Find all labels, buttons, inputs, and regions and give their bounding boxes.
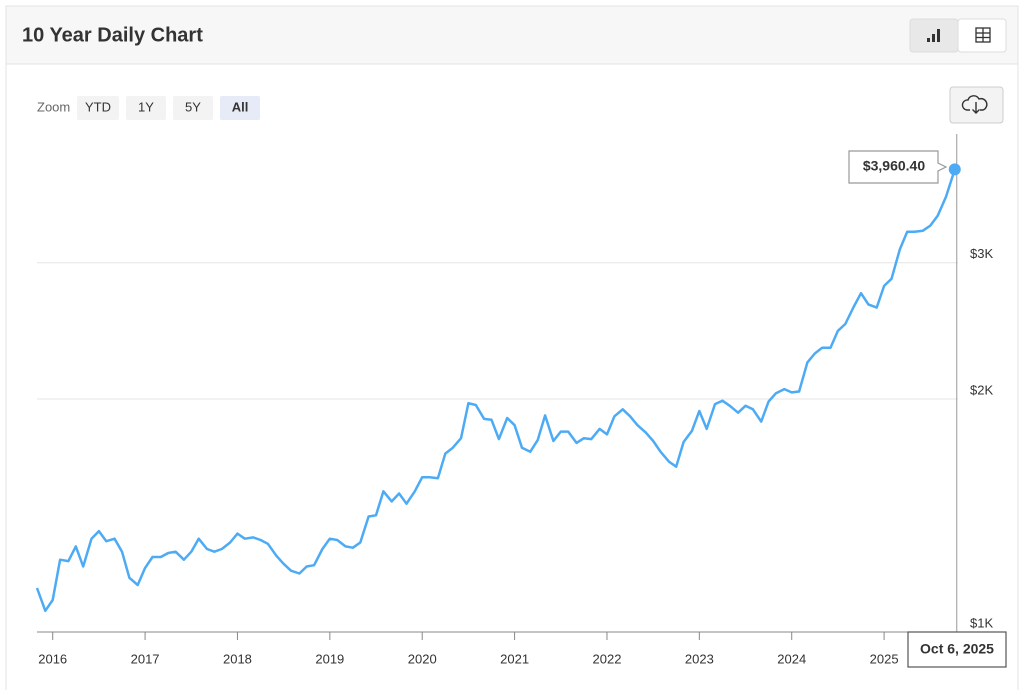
zoom-button-label: 1Y — [138, 99, 154, 114]
zoom-label: Zoom — [37, 99, 70, 114]
zoom-button[interactable] — [220, 96, 260, 120]
zoom-button[interactable] — [126, 96, 166, 120]
zoom-button-label: 5Y — [185, 99, 201, 114]
hover-point — [948, 163, 961, 176]
tooltip-date: Oct 6, 2025 — [920, 641, 994, 657]
plot-area: $1K $2K $3K 2016 2017 2018 2019 2020 2021 2022 202… — [35, 134, 1007, 668]
y-tick-label: $2K — [970, 382, 993, 397]
y-tick-label: $3K — [970, 246, 993, 261]
zoom-button[interactable] — [173, 96, 213, 120]
x-tick-label: 2019 — [315, 651, 344, 666]
x-tick-label: 2018 — [223, 651, 252, 666]
x-tick-label: 2022 — [593, 651, 622, 666]
tooltip-value: $3,960.40 — [863, 158, 925, 174]
x-tick-label: 2021 — [500, 651, 529, 666]
x-tick-label: 2016 — [38, 651, 67, 666]
tooltip-box — [848, 150, 948, 184]
date-box — [907, 631, 1007, 668]
price-line — [35, 169, 956, 613]
table-icon — [975, 27, 991, 43]
x-tick-label: 2025 — [870, 651, 899, 666]
header-title: 10 Year Daily Chart — [22, 24, 203, 46]
zoom-buttons: YTD 1Y 5Y All — [77, 96, 260, 120]
x-tick-label: 2024 — [777, 651, 806, 666]
zoom-button-label: All — [232, 99, 249, 114]
y-tick-label: $1K — [970, 615, 993, 630]
bar-icon — [927, 29, 940, 42]
x-tick-label: 2020 — [408, 651, 437, 666]
table-view-button[interactable] — [957, 18, 1007, 53]
panel — [5, 5, 1019, 695]
header-bar — [5, 5, 1019, 65]
x-tick-label: 2017 — [131, 651, 160, 666]
download-icon — [961, 95, 988, 114]
zoom-button-label: YTD — [85, 99, 111, 114]
zoom-button[interactable] — [77, 96, 119, 120]
x-tick-label: 2023 — [685, 651, 714, 666]
